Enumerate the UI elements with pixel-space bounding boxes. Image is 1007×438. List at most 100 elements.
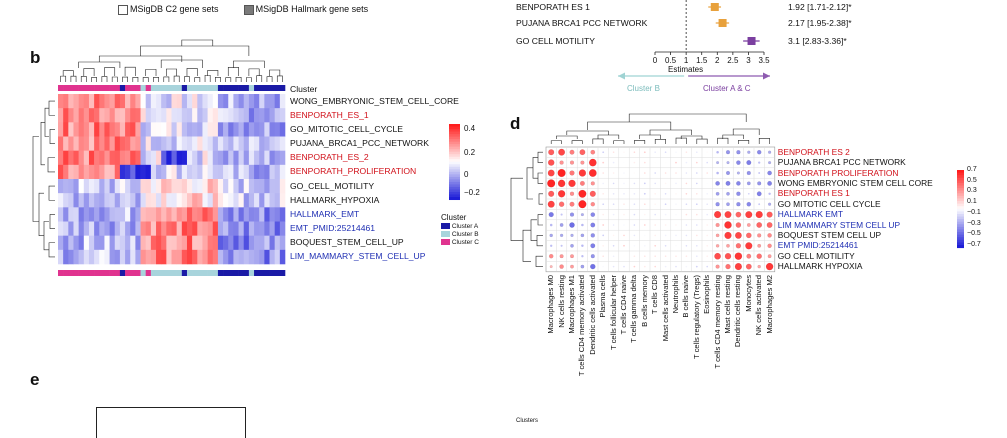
heatmap-cell: [99, 235, 105, 251]
corr-dot: [579, 149, 586, 156]
corr-dot: [675, 161, 677, 164]
corr-dot: [664, 255, 667, 257]
heatmap-cell: [186, 94, 193, 109]
corr-dot: [736, 150, 741, 155]
heatmap-cell: [176, 150, 183, 166]
heatmap-cell: [83, 221, 90, 236]
corr-dot: [547, 159, 555, 166]
d-scale-tick: 0.7: [967, 166, 977, 173]
corr-dot: [766, 211, 773, 218]
cluster-bar-cell: [125, 270, 131, 276]
heatmap-cell: [274, 150, 281, 166]
heatmap-cell: [259, 94, 265, 109]
heatmap-cell: [243, 221, 250, 236]
corr-dot: [757, 233, 762, 238]
heatmap-cell: [212, 164, 219, 180]
heatmap-cell: [161, 179, 167, 194]
heatmap-cell: [109, 193, 116, 208]
heatmap-cell: [83, 136, 90, 151]
heatmap-cell: [264, 94, 270, 109]
cluster-bar-cell: [254, 270, 260, 276]
corr-dot: [758, 203, 761, 206]
heatmap-cell: [223, 235, 229, 251]
column-dendrogram-branch: [266, 76, 273, 82]
cluster-bar-cell: [78, 85, 85, 91]
cluster-bar-cell: [161, 85, 167, 91]
heatmap-cell: [58, 94, 64, 109]
forest-estimate-text: 1.92 [1.71-2.12]*: [788, 2, 852, 12]
corr-dot: [578, 169, 587, 177]
heatmap-cell: [171, 207, 177, 222]
heatmap-cell: [233, 221, 239, 236]
heatmap-cell: [135, 94, 141, 109]
heatmap-cell: [269, 207, 275, 222]
heatmap-cell: [217, 179, 224, 194]
heatmap-b-row-label: EMT_PMID:25214461: [290, 223, 376, 234]
column-dendrogram-branch: [145, 69, 157, 76]
d-scale-bar-segment: [957, 185, 964, 189]
heatmap-cell: [83, 108, 90, 123]
corr-dot: [747, 192, 750, 195]
corr-dot: [685, 213, 688, 216]
heatmap-cell: [259, 164, 265, 180]
heatmap-cell: [166, 179, 172, 194]
heatmap-cell: [259, 179, 265, 194]
cluster-bar-cell: [78, 270, 85, 276]
heatmap-cell: [78, 136, 85, 151]
forest-plot: BENPORATH ES 1 PUJANA BRCA1 PCC NETWORK …: [516, 0, 836, 100]
heatmap-cell: [248, 122, 255, 137]
heatmap-cell: [171, 249, 177, 265]
corr-col-label: T cells CD4 memory resting: [712, 274, 722, 369]
heatmap-cell: [212, 235, 219, 251]
heatmap-cell: [161, 150, 167, 166]
corr-dot: [664, 245, 667, 247]
heatmap-cell: [109, 235, 116, 251]
heatmap-cell: [243, 164, 250, 180]
corr-dot: [706, 234, 708, 237]
cluster-bar-cell: [125, 85, 131, 91]
heatmap-cell: [259, 122, 265, 137]
heatmap-cell: [135, 249, 141, 265]
cluster-legend: Cluster A Cluster B Cluster C: [441, 223, 479, 247]
heatmap-cell: [63, 193, 69, 208]
corr-dot: [644, 245, 646, 247]
corr-dot: [654, 265, 656, 268]
cluster-bar-cell: [181, 85, 188, 91]
heatmap-cell: [166, 249, 172, 265]
corr-row-label: BENPORATH ES 2: [777, 146, 850, 157]
column-dendrogram-branch: [246, 77, 252, 82]
heatmap-cell: [104, 221, 110, 236]
corr-dot: [633, 203, 636, 205]
corr-dot: [664, 151, 667, 153]
heatmap-b-row-label: GO_MITOTIC_CELL_CYCLE: [290, 123, 404, 134]
heatmap-cell: [78, 164, 85, 180]
heatmap-cell: [212, 122, 219, 137]
heatmap-cell: [135, 193, 141, 208]
corr-dot: [654, 234, 656, 237]
cluster-bar-cell: [114, 85, 121, 91]
d-scale-bar-segment: [957, 201, 964, 205]
heatmap-cell: [114, 122, 121, 137]
cluster-bar-cell: [63, 270, 69, 276]
corr-dot: [559, 264, 564, 269]
heatmap-cell: [58, 136, 64, 151]
heatmap-cell: [73, 150, 79, 166]
corr-dot: [557, 190, 566, 198]
heatmap-cell: [192, 122, 198, 137]
heatmap-cell: [192, 179, 198, 194]
heatmap-cell: [104, 164, 110, 180]
heatmap-cell: [145, 164, 152, 180]
corr-dot: [612, 203, 615, 205]
corr-col-dendrogram-branch: [571, 140, 583, 144]
heatmap-cell: [145, 108, 152, 123]
corr-col-dendrogram-branch: [639, 134, 661, 139]
corr-dot: [706, 182, 708, 185]
cluster-bar-cell: [83, 270, 90, 276]
corr-dot: [675, 203, 677, 205]
heatmap-cell: [269, 94, 275, 109]
column-dendrogram-branch: [140, 45, 250, 56]
forest-tick-label: 2.5: [727, 56, 739, 65]
corr-col-label: B cells naive: [681, 274, 691, 318]
corr-col-label: Macrophages M2: [764, 274, 774, 334]
heatmap-cell: [217, 249, 224, 265]
